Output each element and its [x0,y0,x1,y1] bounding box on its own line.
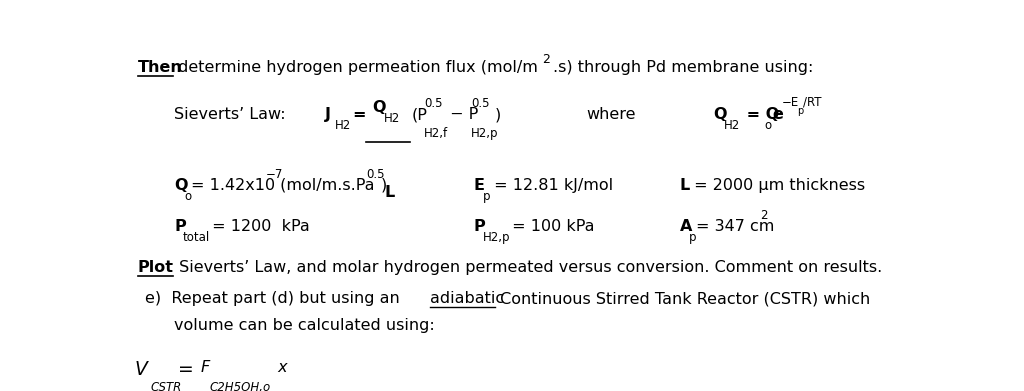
Text: Sieverts’ Law, and molar hydrogen permeated versus conversion. Comment on result: Sieverts’ Law, and molar hydrogen permea… [174,260,883,275]
Text: 0.5: 0.5 [424,97,442,109]
Text: volume can be calculated using:: volume can be calculated using: [174,318,435,333]
Text: P: P [473,219,485,233]
Text: adiabatic: adiabatic [430,291,504,307]
Text: /RT: /RT [804,96,822,109]
Text: E: E [473,178,484,193]
Text: H2: H2 [335,118,351,132]
Text: =: = [352,107,366,122]
Text: ): ) [495,107,501,122]
Text: e: e [772,107,783,122]
Text: CSTR: CSTR [151,381,181,391]
Text: =: = [178,360,194,379]
Text: = 100 kPa: = 100 kPa [507,219,595,233]
Text: −7: −7 [265,168,283,181]
Text: Q: Q [713,107,726,122]
Text: C2H5OH,o: C2H5OH,o [210,381,271,391]
Text: L: L [384,185,394,201]
Text: Plot: Plot [137,260,173,275]
Text: p: p [689,231,696,244]
Text: P: P [174,219,185,233]
Text: V: V [134,360,147,379]
Text: H2: H2 [384,112,400,125]
Text: o: o [765,118,772,132]
Text: 0.5: 0.5 [367,168,385,181]
Text: 2: 2 [760,209,767,222]
Text: = 2000 μm thickness: = 2000 μm thickness [689,178,865,193]
Text: H2,p: H2,p [482,231,510,244]
Text: J: J [325,107,331,122]
Text: Sieverts’ Law:: Sieverts’ Law: [174,107,286,122]
Text: = 12.81 kJ/mol: = 12.81 kJ/mol [489,178,613,193]
Text: total: total [182,231,210,244]
Text: −E: −E [782,96,799,109]
Text: where: where [587,107,636,122]
Text: = 1200  kPa: = 1200 kPa [207,219,310,233]
Text: H2,f: H2,f [424,127,449,140]
Text: Continuous Stirred Tank Reactor (CSTR) which: Continuous Stirred Tank Reactor (CSTR) w… [496,291,870,307]
Text: = 347 cm: = 347 cm [696,219,774,233]
Text: = Q: = Q [740,107,779,122]
Text: Q: Q [174,178,187,193]
Text: (P: (P [412,107,428,122]
Text: A: A [680,219,692,233]
Text: H2: H2 [724,118,740,132]
Text: − P: − P [445,107,478,122]
Text: .s) through Pd membrane using:: .s) through Pd membrane using: [553,61,813,75]
Text: Then: Then [137,61,182,75]
Text: ): ) [380,178,387,193]
Text: (mol/m.s.Pa: (mol/m.s.Pa [274,178,375,193]
Text: F: F [201,360,210,375]
Text: 2: 2 [543,53,550,66]
Text: 0.5: 0.5 [471,97,489,109]
Text: x: x [273,360,288,375]
Text: e)  Repeat part (d) but using an: e) Repeat part (d) but using an [145,291,406,307]
Text: o: o [184,190,191,203]
Text: L: L [680,178,690,193]
Text: determine hydrogen permeation flux (mol/m: determine hydrogen permeation flux (mol/… [173,61,538,75]
Text: Q: Q [373,100,386,115]
Text: p: p [797,106,803,116]
Text: H2,p: H2,p [471,127,499,140]
Text: = 1.42x10: = 1.42x10 [191,178,275,193]
Text: p: p [482,190,490,203]
